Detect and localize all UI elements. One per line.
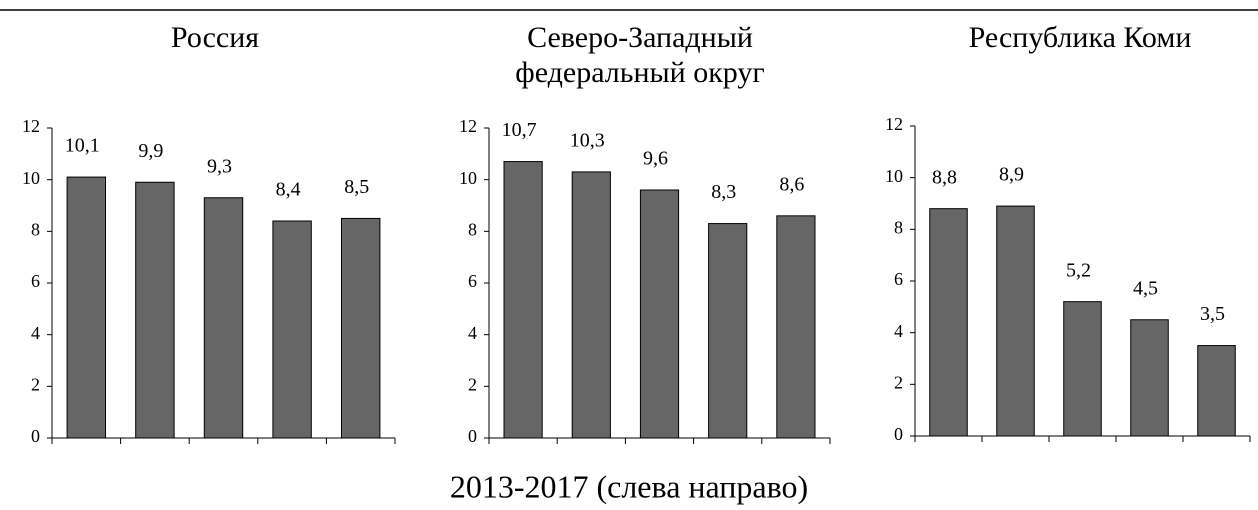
value-label: 10,7: [502, 119, 537, 141]
y-tick-label: 8: [468, 219, 477, 239]
bar: [1063, 301, 1102, 437]
bar: [66, 176, 107, 439]
chart-title: федеральный округ: [515, 56, 764, 89]
y-tick-label: 6: [468, 271, 477, 291]
y-tick-label: 10: [22, 168, 40, 188]
chart-title: Северо-Западный: [527, 21, 753, 54]
y-tick-label: 8: [31, 219, 40, 239]
y-tick-label: 0: [31, 426, 40, 446]
bar: [135, 181, 175, 439]
y-tick-label: 0: [468, 426, 477, 446]
y-tick-label: 12: [885, 114, 903, 134]
value-label: 9,9: [138, 140, 163, 162]
y-tick-label: 4: [468, 323, 477, 343]
bar: [1130, 319, 1169, 437]
y-tick-label: 6: [31, 271, 40, 291]
y-tick-label: 6: [894, 269, 903, 289]
bar: [571, 171, 611, 439]
value-label: 10,3: [570, 130, 605, 152]
value-label: 3,5: [1200, 303, 1225, 325]
value-label: 10,1: [65, 135, 100, 157]
value-label: 8,5: [344, 176, 369, 198]
value-label: 4,5: [1133, 277, 1158, 299]
y-tick-label: 10: [885, 166, 903, 186]
bar: [708, 223, 748, 439]
y-tick-label: 2: [468, 374, 477, 394]
bar: [639, 189, 680, 439]
chart-title: Россия: [171, 21, 259, 54]
value-label: 5,2: [1066, 259, 1091, 281]
y-tick-label: 12: [22, 116, 40, 136]
value-label: 9,6: [643, 148, 668, 170]
caption: 2013-2017 (слева направо): [450, 468, 808, 504]
y-tick-label: 12: [459, 116, 477, 136]
y-tick-label: 2: [894, 372, 903, 392]
y-tick-label: 4: [894, 321, 903, 341]
bar: [203, 197, 244, 439]
y-tick-label: 10: [459, 168, 477, 188]
y-tick-label: 4: [31, 323, 40, 343]
bar: [340, 217, 381, 439]
value-label: 9,3: [207, 155, 232, 177]
value-label: 8,3: [711, 181, 736, 203]
y-tick-label: 0: [894, 424, 903, 444]
y-tick-label: 2: [31, 374, 40, 394]
bar: [776, 215, 816, 439]
y-tick-label: 8: [894, 217, 903, 237]
value-label: 8,8: [932, 166, 957, 188]
value-label: 8,4: [276, 179, 301, 201]
bar: [929, 208, 968, 437]
bar: [996, 205, 1035, 437]
value-label: 8,6: [779, 173, 804, 195]
bar: [1197, 345, 1236, 437]
bar: [272, 220, 312, 439]
chart-title: Республика Коми: [969, 21, 1192, 54]
value-label: 8,9: [999, 164, 1024, 186]
bar: [503, 161, 543, 439]
